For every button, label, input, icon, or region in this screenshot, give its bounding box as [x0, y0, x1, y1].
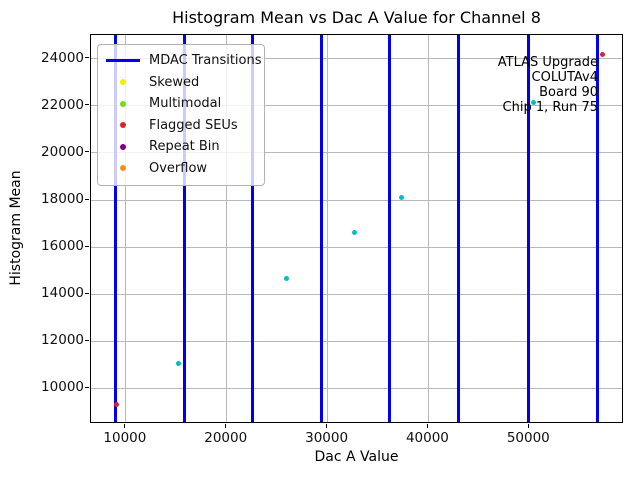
- legend-entry: Overflow: [104, 158, 258, 180]
- legend-dot-icon: [104, 122, 142, 129]
- y-tick-mark: [85, 198, 89, 200]
- x-tick-label: 40000: [405, 430, 449, 446]
- data-point: [175, 360, 181, 366]
- y-axis-label: Histogram Mean: [8, 170, 24, 286]
- x-tick-mark: [527, 424, 529, 428]
- x-tick-mark: [124, 424, 126, 428]
- gridline-y: [91, 293, 622, 295]
- mdac-transition-line: [114, 35, 118, 422]
- x-tick-mark: [426, 424, 428, 428]
- legend-entry: Repeat Bin: [104, 136, 258, 158]
- gridline-x: [125, 35, 127, 422]
- y-tick-mark: [85, 339, 89, 341]
- y-tick-label: 10000: [41, 379, 84, 396]
- y-tick-label: 14000: [41, 285, 84, 302]
- x-axis-label: Dac A Value: [314, 449, 399, 465]
- legend-entry: MDAC Transitions: [104, 50, 262, 72]
- gridline-y: [91, 58, 622, 60]
- mdac-transition-line: [250, 35, 254, 422]
- legend-dot-icon: [104, 79, 142, 86]
- y-tick-mark: [85, 151, 89, 153]
- gridline-y: [91, 152, 622, 154]
- annotation-line: Board 90: [539, 85, 598, 100]
- y-tick-mark: [85, 57, 89, 59]
- mdac-transition-line: [595, 35, 599, 422]
- legend-dot-icon: [104, 100, 142, 107]
- plot-area: MDAC Transitions Skewed Multimodal Flagged …: [90, 34, 623, 423]
- annotation-line: ATLAS Upgrade: [497, 55, 598, 70]
- dot-marker: [120, 165, 126, 172]
- annotation-line: Chip 1, Run 75: [502, 100, 598, 115]
- legend-dot-icon: [104, 165, 142, 172]
- gridline-y: [91, 246, 622, 248]
- y-tick-label: 24000: [41, 49, 84, 66]
- gridline-y: [91, 340, 622, 342]
- legend-label: Flagged SEUs: [149, 117, 238, 133]
- legend-label: Repeat Bin: [149, 139, 220, 155]
- gridline-y: [91, 387, 622, 389]
- x-tick-label: 10000: [103, 430, 147, 446]
- legend-entry: Skewed: [104, 72, 258, 94]
- mdac-transition-line: [182, 35, 186, 422]
- x-tick-mark: [225, 424, 227, 428]
- mdac-transition-line: [526, 35, 530, 422]
- flagged-seu-point: [600, 51, 606, 57]
- mdac-transition-line: [388, 35, 392, 422]
- x-tick-label: 50000: [506, 430, 550, 446]
- y-tick-mark: [85, 245, 89, 247]
- data-point: [398, 195, 404, 201]
- legend-label: Multimodal: [149, 96, 222, 112]
- x-tick-label: 30000: [305, 430, 349, 446]
- chart-title: Histogram Mean vs Dac A Value for Channe…: [172, 8, 541, 27]
- y-tick-mark: [85, 104, 89, 106]
- flagged-seu-point: [114, 402, 120, 408]
- mdac-transition-line: [319, 35, 323, 422]
- legend-entry: Multimodal: [104, 93, 258, 115]
- legend-dot-icon: [104, 143, 142, 150]
- legend-label: MDAC Transitions: [149, 53, 262, 69]
- data-point: [283, 276, 289, 282]
- y-tick-mark: [85, 386, 89, 388]
- dot-marker: [120, 143, 126, 150]
- y-tick-label: 12000: [41, 332, 84, 349]
- dot-marker: [120, 122, 126, 129]
- gridline-x: [327, 35, 329, 422]
- y-tick-label: 22000: [41, 96, 84, 113]
- data-point: [352, 230, 358, 236]
- y-tick-mark: [85, 292, 89, 294]
- gridline-y: [91, 105, 622, 107]
- y-tick-label: 18000: [41, 191, 84, 207]
- annotation-line: COLUTAv4: [531, 70, 598, 85]
- x-tick-label: 20000: [204, 430, 248, 446]
- dot-marker: [120, 79, 126, 86]
- y-tick-label: 20000: [41, 143, 84, 160]
- gridline-x: [427, 35, 429, 422]
- legend-label: Skewed: [149, 74, 200, 90]
- mdac-transition-line: [456, 35, 460, 422]
- legend-line-sample: [104, 59, 142, 63]
- annotation: ATLAS Upgrade COLUTAv4 Board 90 Chip 1, Run…: [498, 55, 598, 115]
- y-tick-label: 16000: [41, 238, 84, 254]
- legend: MDAC Transitions Skewed Multimodal Flagged …: [97, 44, 265, 186]
- x-tick-mark: [326, 424, 328, 428]
- gridline-x: [226, 35, 228, 422]
- dot-marker: [120, 100, 126, 107]
- gridline-y: [91, 199, 622, 201]
- legend-label: Overflow: [149, 160, 208, 176]
- line-marker: [106, 59, 140, 63]
- legend-entry: Flagged SEUs: [104, 115, 258, 137]
- data-point: [530, 99, 536, 105]
